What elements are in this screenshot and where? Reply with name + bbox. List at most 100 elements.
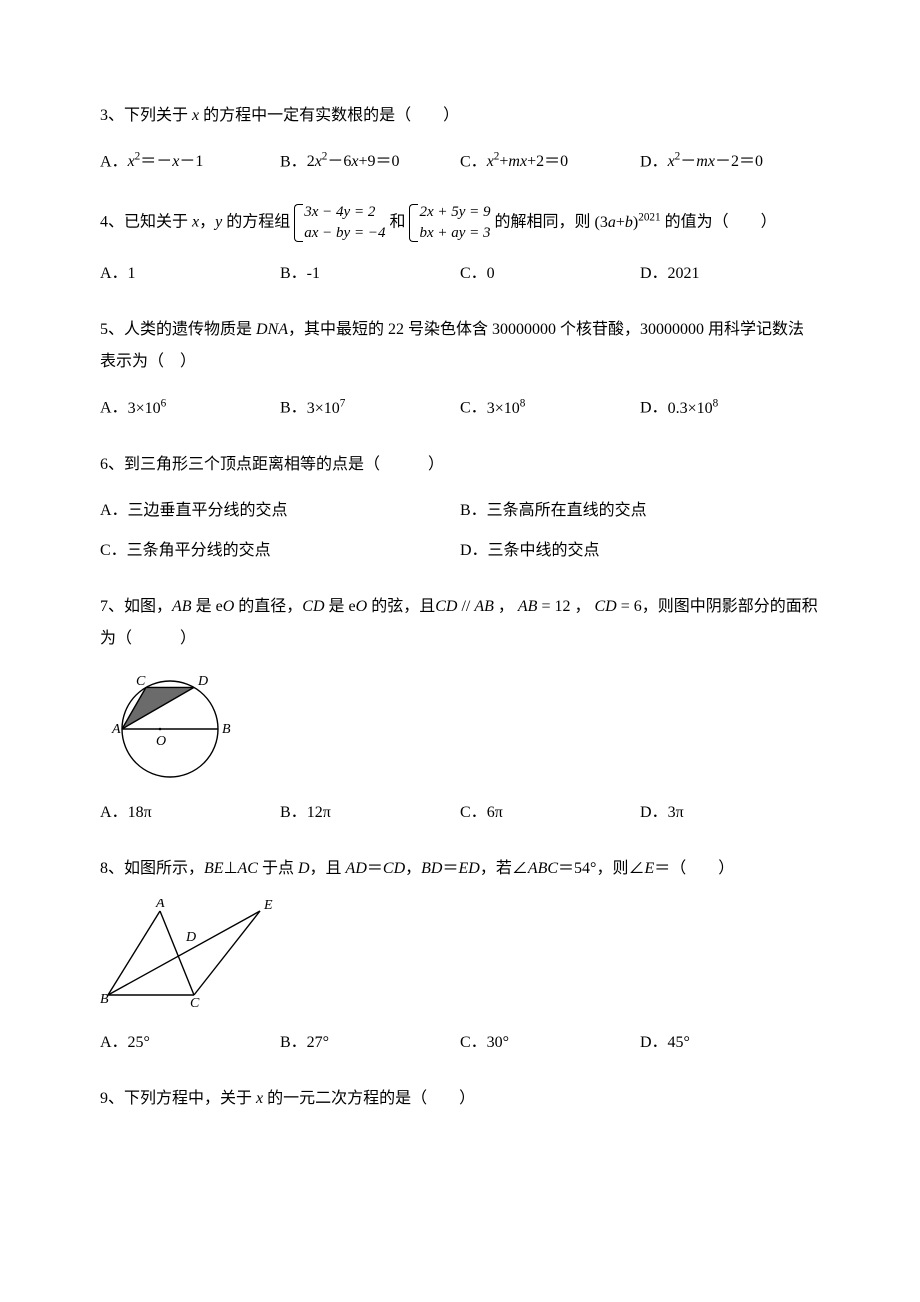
q3-a-label: A． xyxy=(100,153,128,170)
question-9: 9、下列方程中，关于 x 的一元二次方程的是（ ） xyxy=(100,1083,820,1115)
question-4: 4、已知关于 x，y 的方程组 3x − 4y = 2 ax − by = −4… xyxy=(100,202,820,290)
q4-comma: ， xyxy=(199,214,215,231)
q7-par: // xyxy=(457,598,474,615)
q7-ab3: AB xyxy=(518,598,538,615)
q4-opt-a: A．1 xyxy=(100,258,280,290)
q7-figure: A B C D O xyxy=(100,669,820,779)
q7-d-val: 3π xyxy=(668,804,684,821)
q3-c-expr: x2+mx+2＝0 xyxy=(487,153,568,170)
q7-p1: 7、如图， xyxy=(100,598,172,615)
q8-figure: A B C D E xyxy=(100,899,820,1009)
q7-p6: ， xyxy=(494,598,518,615)
q7-eq1: = 12 xyxy=(537,598,570,615)
q5-opt-d: D．0.3×108 xyxy=(640,392,820,424)
q4-expr: (3a+b)2021 xyxy=(595,214,661,231)
q7-c-label: C． xyxy=(460,804,487,821)
q3-options: A．x2＝－x－1 B．2x2－6x+9＝0 C．x2+mx+2＝0 D．x2－… xyxy=(100,146,820,178)
q5-opt-c: C．3×108 xyxy=(460,392,640,424)
q7-opt-a: A．18π xyxy=(100,797,280,829)
q8-e: E xyxy=(644,860,654,877)
q8-opt-b: B．27° xyxy=(280,1027,460,1059)
q7-svg: A B C D O xyxy=(100,669,240,779)
q7-p5: 的弦，且 xyxy=(367,598,435,615)
q4-post1: 的解相同，则 xyxy=(495,214,595,231)
q7-p7: ， xyxy=(570,598,594,615)
q8-be-line xyxy=(108,911,260,995)
q3-a-expr: x2＝－x－1 xyxy=(128,153,204,170)
q4-opt-b: B．-1 xyxy=(280,258,460,290)
q8-label-a: A xyxy=(155,899,165,911)
q3-c-label: C． xyxy=(460,153,487,170)
q7-cd3: CD xyxy=(594,598,616,615)
q4-post2: 的值为（ ） xyxy=(661,214,777,231)
q5-pre: 5、人类的遗传物质是 xyxy=(100,321,256,338)
q9-pre: 9、下列方程中，关于 xyxy=(100,1090,256,1107)
q3-opt-c: C．x2+mx+2＝0 xyxy=(460,146,640,178)
q6-stem: 6、到三角形三个顶点距离相等的点是（ ） xyxy=(100,449,820,481)
q7-cd1: CD xyxy=(302,598,324,615)
q8-ed: ED xyxy=(458,860,479,877)
q7-center-dot xyxy=(159,727,162,730)
q6-options-2: C．三条角平分线的交点 D．三条中线的交点 xyxy=(100,535,820,567)
q8-p6: ＝（ ） xyxy=(654,860,734,877)
q5-stem: 5、人类的遗传物质是 DNA，其中最短的 22 号染色体含 30000000 个… xyxy=(100,314,820,378)
q5-d-label: D． xyxy=(640,400,668,417)
q4-system1: 3x − 4y = 2 ax − by = −4 xyxy=(294,202,385,244)
q7-options: A．18π B．12π C．6π D．3π xyxy=(100,797,820,829)
q3-b-label: B． xyxy=(280,153,307,170)
q9-stem: 9、下列方程中，关于 x 的一元二次方程的是（ ） xyxy=(100,1083,820,1115)
q3-b-expr: 2x2－6x+9＝0 xyxy=(307,153,400,170)
q3-opt-d: D．x2－mx－2＝0 xyxy=(640,146,820,178)
q7-b-label: B． xyxy=(280,804,307,821)
q7-cd2: CD xyxy=(435,598,457,615)
q6-opt-c: C．三条角平分线的交点 xyxy=(100,535,460,567)
q4-s1l2: ax − by = −4 xyxy=(304,223,385,244)
q3-stem-post: 的方程中一定有实数根的是（ ） xyxy=(199,107,459,124)
q8-opt-a: A．25° xyxy=(100,1027,280,1059)
question-6: 6、到三角形三个顶点距离相等的点是（ ） A．三边垂直平分线的交点 B．三条高所… xyxy=(100,449,820,567)
q5-a-expr: 3×106 xyxy=(128,400,167,417)
q8-p4: ， xyxy=(405,860,421,877)
q7-label-a: A xyxy=(111,722,121,737)
question-3: 3、下列关于 x 的方程中一定有实数根的是（ ） A．x2＝－x－1 B．2x2… xyxy=(100,100,820,178)
q8-be: BE xyxy=(204,860,224,877)
q7-e2: e xyxy=(349,598,356,615)
q7-c-val: 6π xyxy=(487,804,503,821)
q8-p3: ，且 xyxy=(310,860,346,877)
q8-perp: ⊥ xyxy=(224,860,238,877)
q8-p1: 8、如图所示， xyxy=(100,860,204,877)
q8-label-c: C xyxy=(190,996,200,1009)
q6-opt-d: D．三条中线的交点 xyxy=(460,535,820,567)
q4-stem: 4、已知关于 x，y 的方程组 3x − 4y = 2 ax − by = −4… xyxy=(100,202,820,244)
q3-stem: 3、下列关于 x 的方程中一定有实数根的是（ ） xyxy=(100,100,820,132)
q7-e1: e xyxy=(216,598,223,615)
q7-label-c: C xyxy=(136,674,146,689)
q4-system2: 2x + 5y = 9 bx + ay = 3 xyxy=(409,202,490,244)
q8-p5: ，若∠ xyxy=(480,860,528,877)
q7-ab: AB xyxy=(172,598,192,615)
q7-p4: 是 xyxy=(325,598,349,615)
q8-abc: ABC xyxy=(528,860,558,877)
q3-stem-pre: 3、下列关于 xyxy=(100,107,192,124)
q8-bd: BD xyxy=(421,860,442,877)
q9-post: 的一元二次方程的是（ ） xyxy=(263,1090,475,1107)
q8-p2: 于点 xyxy=(258,860,298,877)
q8-d: D xyxy=(298,860,310,877)
q8-stem: 8、如图所示，BE⊥AC 于点 D，且 AD＝CD，BD＝ED，若∠ABC＝54… xyxy=(100,853,820,885)
q4-s2l1: 2x + 5y = 9 xyxy=(419,202,490,223)
exam-page: 3、下列关于 x 的方程中一定有实数根的是（ ） A．x2＝－x－1 B．2x2… xyxy=(0,0,920,1199)
q8-label-b: B xyxy=(100,992,109,1007)
q7-a-val: 18π xyxy=(128,804,152,821)
q3-opt-b: B．2x2－6x+9＝0 xyxy=(280,146,460,178)
q7-p3: 的直径， xyxy=(234,598,302,615)
q7-p2: 是 xyxy=(192,598,216,615)
q7-opt-d: D．3π xyxy=(640,797,820,829)
q4-and: 和 xyxy=(389,214,409,231)
q8-options: A．25° B．27° C．30° D．45° xyxy=(100,1027,820,1059)
q7-o2: O xyxy=(356,598,368,615)
q4-mid2: 的方程组 xyxy=(222,214,294,231)
q5-opt-b: B．3×107 xyxy=(280,392,460,424)
q8-eq2: ＝ xyxy=(442,860,458,877)
q8-opt-c: C．30° xyxy=(460,1027,640,1059)
q7-opt-c: C．6π xyxy=(460,797,640,829)
